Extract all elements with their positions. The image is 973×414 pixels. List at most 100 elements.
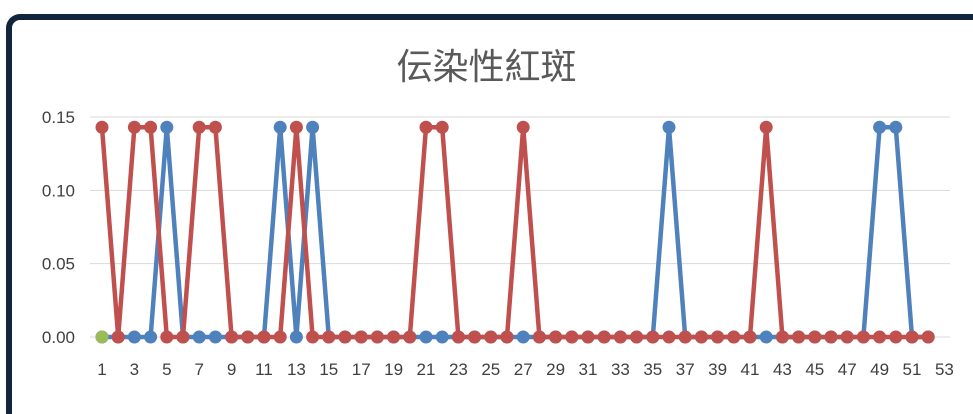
line-chart: 0.150.100.050.00 1 3 5 7 9 11 13 15 17 19 21 23 25 27… bbox=[42, 108, 954, 379]
x-tick-label: 23 bbox=[449, 360, 468, 379]
series-3-point bbox=[95, 330, 109, 344]
series-2-point bbox=[775, 330, 789, 344]
series-2-point bbox=[516, 120, 530, 134]
series-2-point bbox=[435, 120, 449, 134]
x-tick-label: 49 bbox=[870, 360, 889, 379]
series-2-point bbox=[711, 330, 725, 344]
series-2-point bbox=[824, 330, 838, 344]
x-tick-label: 29 bbox=[546, 360, 565, 379]
y-tick-label: 0.15 bbox=[42, 108, 75, 127]
x-tick-label: 35 bbox=[643, 360, 662, 379]
series-1-point bbox=[419, 330, 433, 344]
series-line-2 bbox=[99, 125, 929, 340]
x-tick-label: 25 bbox=[481, 360, 500, 379]
series-2-point bbox=[759, 120, 773, 134]
series-1-point bbox=[873, 120, 887, 134]
chart-frame bbox=[6, 14, 973, 414]
series-2-point bbox=[273, 330, 287, 344]
y-tick-label: 0.10 bbox=[42, 181, 75, 200]
series-2-point bbox=[289, 120, 303, 134]
chart-title: 伝染性紅斑 bbox=[396, 47, 577, 88]
series-2-point bbox=[241, 330, 255, 344]
x-tick-label: 27 bbox=[514, 360, 533, 379]
series-1-point bbox=[144, 330, 158, 344]
x-tick-label: 33 bbox=[611, 360, 630, 379]
x-tick-label: 7 bbox=[194, 360, 203, 379]
series-1-point bbox=[127, 330, 141, 344]
series-1-point bbox=[306, 120, 320, 134]
series-2-point bbox=[662, 330, 676, 344]
series-2-point bbox=[484, 330, 498, 344]
series-2-point bbox=[873, 330, 887, 344]
series-2-point bbox=[856, 330, 870, 344]
x-tick-label: 1 bbox=[97, 360, 106, 379]
series-2-point bbox=[127, 120, 141, 134]
series-1-point bbox=[273, 120, 287, 134]
x-tick-label: 11 bbox=[255, 360, 273, 379]
x-tick-label: 45 bbox=[805, 360, 824, 379]
series-2-point bbox=[921, 330, 935, 344]
series-2-point bbox=[565, 330, 579, 344]
series-1-point bbox=[192, 330, 206, 344]
series-1-point bbox=[889, 120, 903, 134]
x-tick-label: 39 bbox=[708, 360, 727, 379]
series-2-point bbox=[808, 330, 822, 344]
x-tick-label: 17 bbox=[352, 360, 371, 379]
series-2-point bbox=[370, 330, 384, 344]
x-tick-label: 9 bbox=[227, 360, 236, 379]
series-2-point bbox=[144, 120, 158, 134]
series-2-point bbox=[889, 330, 903, 344]
x-tick-label: 37 bbox=[676, 360, 695, 379]
x-tick-label: 19 bbox=[384, 360, 403, 379]
series-2-point bbox=[905, 330, 919, 344]
series-1-point bbox=[435, 330, 449, 344]
x-tick-label: 31 bbox=[579, 360, 598, 379]
series-2-point bbox=[419, 120, 433, 134]
x-tick-label: 3 bbox=[130, 360, 139, 379]
x-tick-label: 21 bbox=[417, 360, 436, 379]
series-1-point bbox=[289, 330, 303, 344]
series-2-point bbox=[630, 330, 644, 344]
x-tick-label: 51 bbox=[903, 360, 922, 379]
series-2-point bbox=[694, 330, 708, 344]
series-1-point bbox=[662, 120, 676, 134]
series-2-point bbox=[451, 330, 465, 344]
series-2-point bbox=[95, 120, 109, 134]
x-tick-label: 41 bbox=[741, 360, 760, 379]
series-2-point bbox=[792, 330, 806, 344]
series-2-point bbox=[468, 330, 482, 344]
series-2-point bbox=[192, 120, 206, 134]
series-2-point bbox=[743, 330, 757, 344]
series-1-point bbox=[160, 120, 174, 134]
series-2-point bbox=[403, 330, 417, 344]
series-2-point bbox=[208, 120, 222, 134]
series-2-point bbox=[581, 330, 595, 344]
series-2-point bbox=[354, 330, 368, 344]
x-tick-label: 47 bbox=[838, 360, 857, 379]
y-tick-label: 0.00 bbox=[42, 328, 75, 347]
series-2-point bbox=[111, 330, 125, 344]
series-2-point bbox=[646, 330, 660, 344]
series-1-point bbox=[208, 330, 222, 344]
series-2-point bbox=[500, 330, 514, 344]
series-1-point bbox=[759, 330, 773, 344]
series-2-point bbox=[549, 330, 563, 344]
x-tick-label: 13 bbox=[287, 360, 306, 379]
x-tick-label: 43 bbox=[773, 360, 792, 379]
x-tick-label: 15 bbox=[319, 360, 338, 379]
series-2-point bbox=[160, 330, 174, 344]
series-2-point bbox=[306, 330, 320, 344]
series-2-point bbox=[727, 330, 741, 344]
x-tick-label: 5 bbox=[162, 360, 171, 379]
series-2-point bbox=[840, 330, 854, 344]
series-1-point bbox=[516, 330, 530, 344]
x-tick-label: 53 bbox=[935, 360, 954, 379]
series-2-point bbox=[387, 330, 401, 344]
series-2-point bbox=[532, 330, 546, 344]
series-2-point bbox=[597, 330, 611, 344]
y-tick-label: 0.05 bbox=[42, 255, 75, 274]
series-2-point bbox=[225, 330, 239, 344]
series-2-point bbox=[678, 330, 692, 344]
series-2-point bbox=[257, 330, 271, 344]
series-2-point bbox=[322, 330, 336, 344]
